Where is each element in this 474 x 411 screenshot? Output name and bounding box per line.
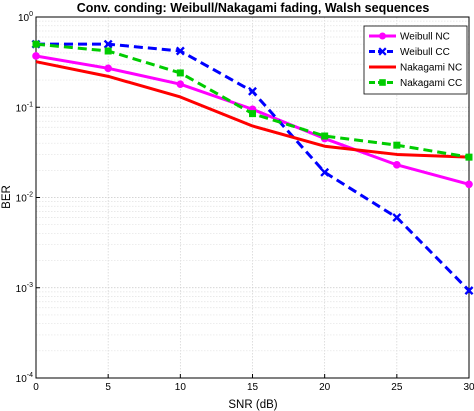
data-point	[465, 180, 473, 189]
legend-marker	[378, 47, 387, 56]
y-tick-label: 10-2	[16, 192, 33, 205]
data-point	[465, 153, 473, 161]
x-tick-label: 5	[105, 382, 111, 393]
axis-ticks: 0 5 10 15 20 25 30 100 10-1 10-2 10-3 10-4	[16, 11, 474, 393]
x-tick-label: 0	[33, 382, 39, 393]
legend-item: Nakagami CC	[369, 78, 462, 89]
data-point	[392, 213, 402, 222]
series-line	[35, 60, 470, 159]
data-point	[464, 286, 474, 296]
data-point	[32, 52, 40, 60]
data-point	[104, 64, 112, 73]
x-axis-label: SNR (dB)	[228, 399, 277, 411]
data-point	[393, 161, 401, 169]
data-point	[320, 167, 330, 177]
legend-label: Nakagami CC	[400, 78, 462, 89]
y-tick-label: 10-1	[16, 101, 33, 114]
legend-marker	[379, 32, 386, 40]
x-tick-label: 25	[391, 382, 403, 393]
data-point	[175, 46, 185, 56]
legend-item: Nakagami NC	[369, 63, 462, 74]
data-point	[393, 141, 401, 149]
series-weibull-nc	[32, 52, 473, 189]
x-tick-label: 10	[175, 382, 187, 393]
legend-label: Weibull CC	[400, 47, 450, 58]
x-tick-label: 15	[247, 382, 259, 393]
x-tick-label: 20	[319, 382, 331, 393]
data-point	[321, 132, 329, 140]
y-tick-label: 10-3	[16, 282, 33, 295]
series-nakagami-nc	[35, 60, 470, 159]
x-tick-label: 30	[463, 382, 474, 393]
data-point	[104, 47, 112, 55]
legend-marker	[379, 79, 386, 86]
y-axis-label: BER	[1, 185, 13, 209]
data-point	[176, 69, 184, 77]
chart-title: Conv. conding: Weibull/Nakagami fading, …	[77, 1, 430, 15]
data-point	[176, 80, 185, 89]
data-point	[249, 110, 256, 118]
legend: Weibull NC Weibull CC Nakagami NC Nakagami …	[363, 25, 468, 95]
data-point	[32, 40, 40, 48]
data-point	[248, 86, 257, 96]
legend-item: Weibull CC	[369, 47, 450, 58]
y-tick-label: 10-4	[16, 372, 33, 385]
legend-item: Weibull NC	[369, 32, 450, 43]
data-point	[103, 39, 113, 49]
legend-label: Weibull NC	[400, 32, 450, 43]
y-tick-label: 100	[18, 11, 33, 24]
series-group	[31, 39, 474, 296]
series-nakagami-cc	[32, 40, 473, 161]
legend-label: Nakagami NC	[400, 63, 462, 74]
